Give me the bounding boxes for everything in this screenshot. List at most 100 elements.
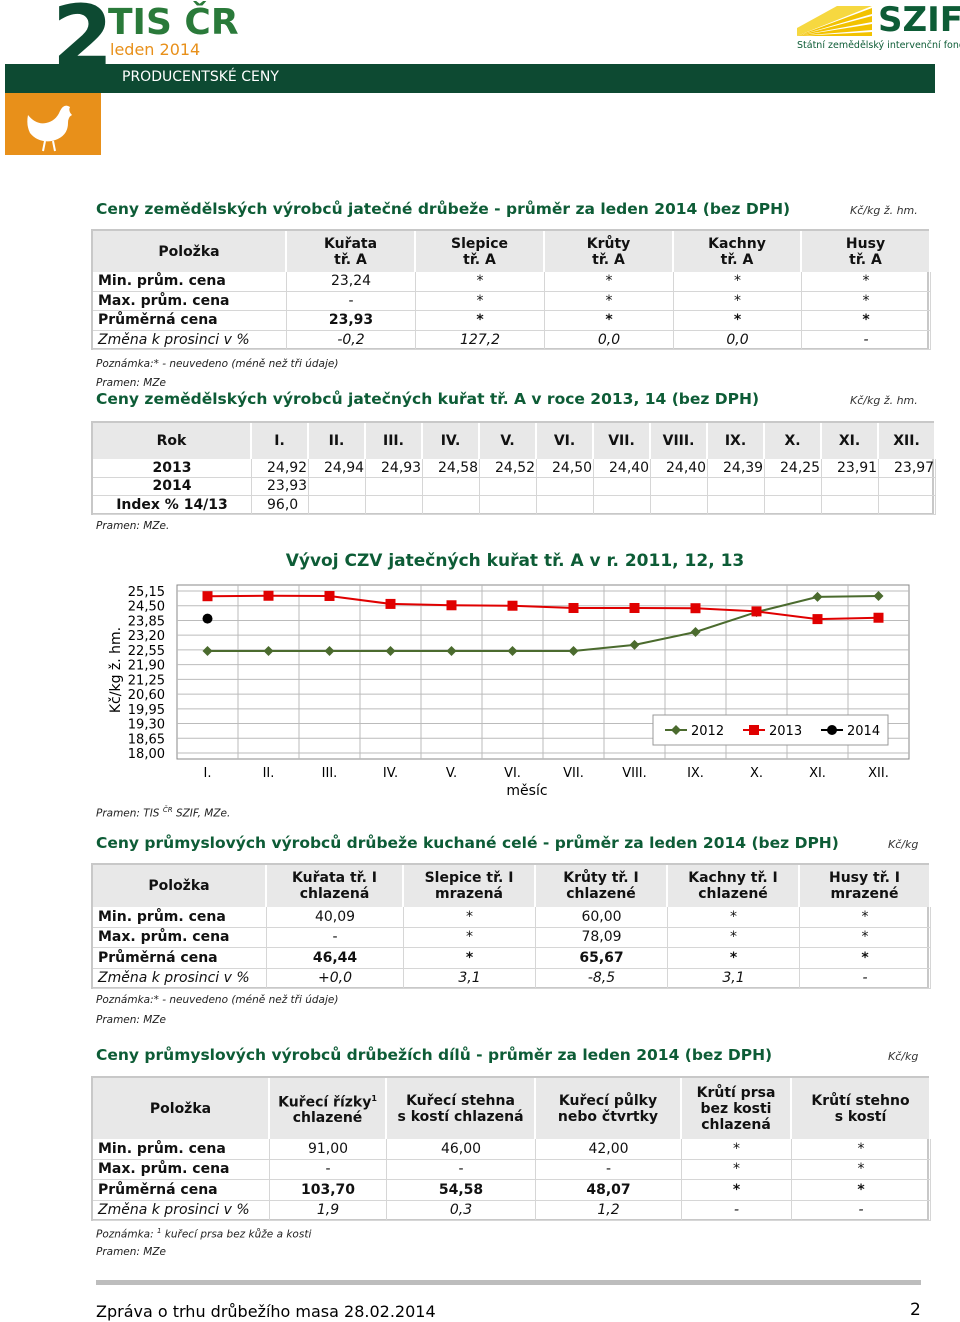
table4-title: Ceny průmyslových výrobců drůbežích dílů… — [96, 1046, 773, 1064]
row-label: Min. prům. cena — [93, 1139, 270, 1160]
cell-value: 103,70 — [270, 1180, 387, 1201]
x-tick-label: VII. — [563, 766, 584, 781]
cell-value — [765, 496, 822, 515]
header-text: chlazené — [698, 886, 768, 902]
cell-value — [765, 477, 822, 496]
cell-value: 60,00 — [536, 907, 668, 928]
header-cell: Kuřecí řízky1 chlazené — [270, 1078, 387, 1139]
logo-title: TIS ČR — [108, 2, 239, 43]
row-label: Max. prům. cena — [93, 1159, 270, 1180]
cell-value: * — [545, 272, 674, 292]
issue-date: leden 2014 — [110, 40, 201, 59]
cell-value: 1,2 — [536, 1200, 682, 1221]
header-cell: II. — [309, 423, 366, 459]
marker — [385, 598, 396, 609]
header-text: Kuřecí řízky1 — [278, 1093, 377, 1111]
table4-source: Pramen: MZe — [96, 1246, 167, 1258]
cell-value: - — [536, 1159, 682, 1180]
marker — [812, 591, 823, 602]
header-text: Krůty tř. I — [563, 870, 639, 886]
header-text: VIII. — [662, 433, 695, 449]
row-label: 2013 — [93, 459, 252, 478]
row-label: Max. prům. cena — [93, 927, 267, 948]
row-label: 2014 — [93, 477, 252, 496]
header-sup: 1 — [371, 1093, 377, 1103]
cell-value — [366, 496, 423, 515]
cell-value: * — [545, 311, 674, 331]
cell-value — [537, 477, 594, 496]
marker — [873, 612, 884, 623]
header-text: VII. — [608, 433, 635, 449]
header-text: tř. A — [334, 251, 367, 268]
band-title: PRODUCENTSKÉ CENY — [122, 69, 279, 85]
y-tick-label: 23,20 — [128, 629, 165, 644]
cell-value: * — [800, 948, 931, 969]
table3-note: Poznámka:* - neuvedeno (méně než tři úda… — [96, 994, 339, 1006]
row-label: Min. prům. cena — [93, 272, 287, 292]
cell-value — [480, 477, 537, 496]
szif-stripes — [797, 6, 872, 36]
marker — [202, 613, 213, 624]
header-text: s kostí — [834, 1108, 887, 1125]
cell-value: - — [802, 330, 931, 350]
cell-value: 127,2 — [416, 330, 545, 350]
cell-value: 1,9 — [270, 1200, 387, 1221]
cell-value: - — [387, 1159, 536, 1180]
header-text: mrazené — [830, 886, 899, 902]
y-tick-label: 21,90 — [128, 659, 165, 674]
cell-value — [594, 496, 651, 515]
marker — [812, 614, 823, 625]
table1-table: Položka Kuřata tř. A Slepice tř. A Krůty tř. A… — [91, 229, 931, 350]
marker — [629, 639, 640, 650]
x-tick-label: III. — [322, 766, 338, 781]
row-label: Průměrná cena — [93, 311, 287, 331]
x-tick-label: II. — [263, 766, 275, 781]
marker — [385, 646, 396, 657]
row-label: Změna k prosinci v % — [93, 330, 287, 350]
cell-value — [822, 496, 879, 515]
cell-value: 24,40 — [594, 459, 651, 478]
marker — [202, 646, 213, 657]
cell-value: -0,2 — [287, 330, 416, 350]
header-text: IX. — [724, 433, 747, 449]
cell-value: 0,0 — [545, 330, 674, 350]
header-text: Položka — [149, 1100, 212, 1117]
x-tick-label: XII. — [868, 766, 889, 781]
cell-value: +0,0 — [267, 968, 404, 989]
table3-title: Ceny průmyslových výrobců drůbeže kuchan… — [96, 834, 839, 852]
x-tick-label: I. — [204, 766, 212, 781]
y-tick-label: 19,30 — [128, 718, 165, 733]
cell-value: * — [800, 907, 931, 928]
marker — [507, 600, 518, 611]
header-cell: Položka — [93, 231, 287, 272]
header-text: XII. — [893, 433, 920, 449]
chart-source: Pramen: TIS ČR SZIF, MZe. — [96, 806, 230, 820]
header-text: Kachny — [708, 235, 766, 252]
marker — [263, 590, 274, 601]
header-text: Krůty — [586, 235, 631, 252]
cell-value: * — [682, 1159, 792, 1180]
table2-table: Rok I. II. III. IV. V. VI. VII. VIII. IX. X. XI. XII… — [91, 421, 936, 515]
cell-value: 54,58 — [387, 1180, 536, 1201]
marker — [324, 646, 335, 657]
header-text: chlazené — [566, 886, 636, 902]
header-cell: Kuřecí půlky nebo čtvrtky — [536, 1078, 682, 1139]
cell-value: * — [802, 272, 931, 292]
header-text: Husy tř. I — [828, 870, 901, 886]
cell-value: -8,5 — [536, 968, 668, 989]
header-text: Kuřecí půlky — [558, 1092, 658, 1109]
cell-value: 24,25 — [765, 459, 822, 478]
cell-value: 78,09 — [536, 927, 668, 948]
marker — [202, 591, 213, 602]
header-text: chlazené — [292, 1110, 363, 1127]
header-cell: VI. — [537, 423, 594, 459]
x-tick-label: XI. — [809, 766, 826, 781]
header-text: Kuřecí stehna — [406, 1092, 515, 1109]
cell-value — [480, 496, 537, 515]
logo-szif: SZIF — [878, 0, 960, 40]
cell-value: - — [682, 1200, 792, 1221]
marker — [263, 646, 274, 657]
cell-value: * — [674, 272, 802, 292]
cell-value — [822, 477, 879, 496]
cell-value: 3,1 — [668, 968, 800, 989]
